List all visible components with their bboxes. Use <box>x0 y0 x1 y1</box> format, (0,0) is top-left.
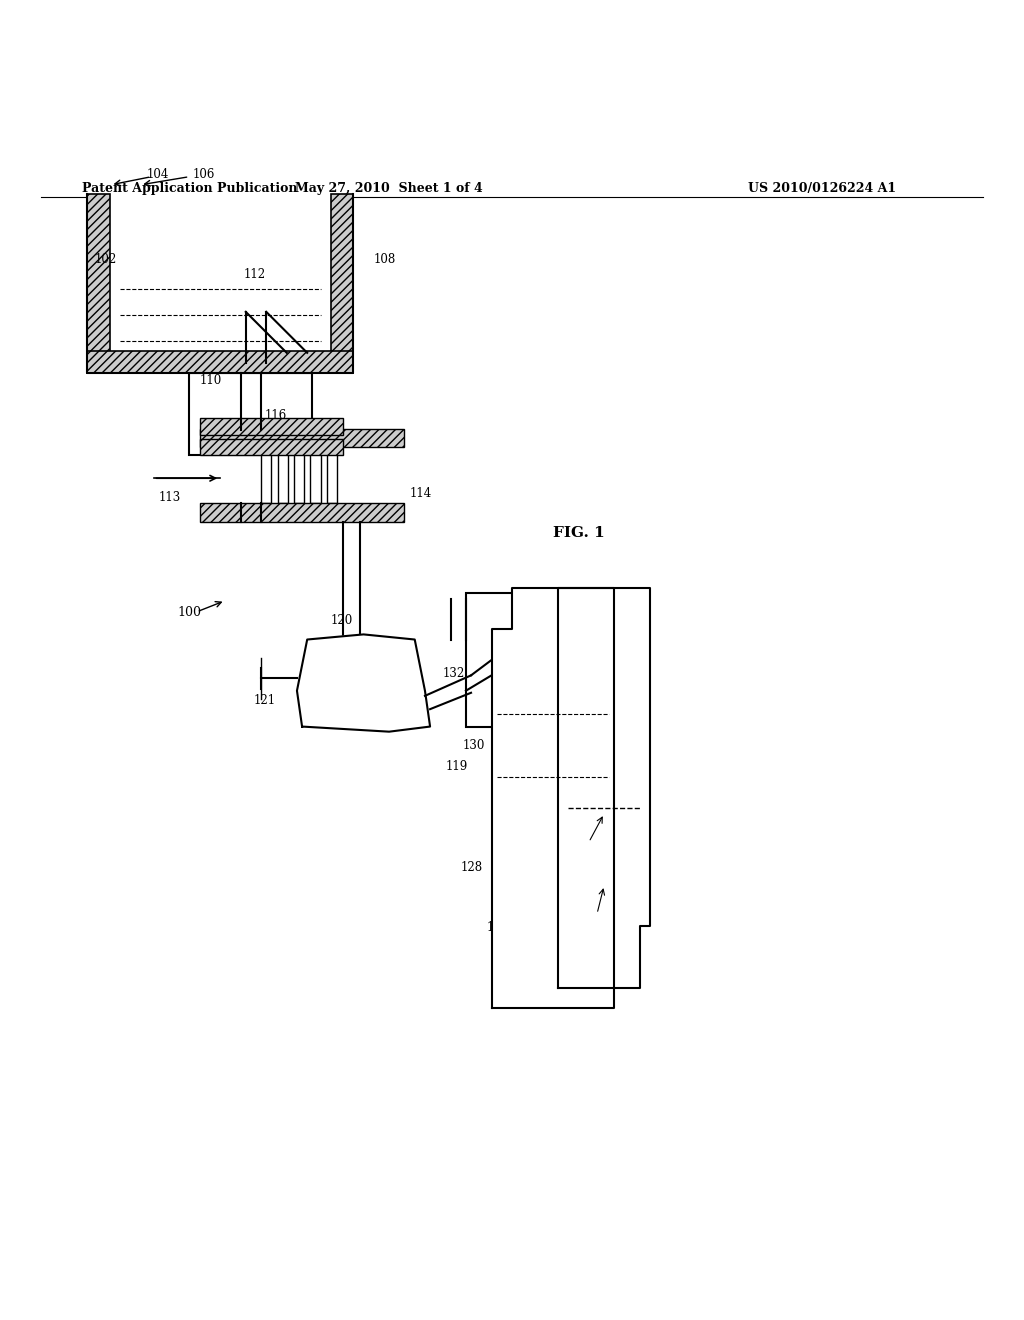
Bar <box>189 374 312 455</box>
Text: 118: 118 <box>353 705 376 717</box>
Bar <box>200 429 404 447</box>
Text: 130: 130 <box>463 739 485 752</box>
Bar <box>87 351 353 374</box>
Bar <box>278 453 288 503</box>
Text: 106: 106 <box>193 168 215 181</box>
Bar <box>466 594 522 726</box>
Bar <box>200 438 343 455</box>
Bar <box>331 194 353 374</box>
Text: FIG. 1: FIG. 1 <box>553 527 605 540</box>
Text: US 2010/0126224 A1: US 2010/0126224 A1 <box>748 182 896 195</box>
Text: 116: 116 <box>264 409 287 422</box>
Bar <box>294 453 304 503</box>
Text: 124: 124 <box>520 688 543 701</box>
Text: 128: 128 <box>461 861 483 874</box>
Bar <box>261 453 271 503</box>
Text: 112: 112 <box>244 268 266 281</box>
Bar <box>327 453 337 503</box>
Text: 114: 114 <box>410 487 432 500</box>
Text: Patent Application Publication: Patent Application Publication <box>82 182 297 195</box>
Text: 104: 104 <box>146 168 169 181</box>
Polygon shape <box>492 589 614 1008</box>
Text: 121: 121 <box>254 694 276 708</box>
Text: 134: 134 <box>587 904 609 917</box>
Text: 110: 110 <box>200 374 222 387</box>
Bar <box>110 194 331 351</box>
Text: 122: 122 <box>384 642 407 655</box>
Text: May 27, 2010  Sheet 1 of 4: May 27, 2010 Sheet 1 of 4 <box>295 182 483 195</box>
Text: 136: 136 <box>577 833 599 845</box>
Text: 126: 126 <box>486 921 509 935</box>
Polygon shape <box>558 589 650 987</box>
Bar <box>200 503 404 521</box>
Text: 119: 119 <box>445 759 468 772</box>
Text: 102: 102 <box>94 252 117 265</box>
Text: 132: 132 <box>442 668 465 680</box>
Polygon shape <box>297 635 430 731</box>
Text: 108: 108 <box>374 252 396 265</box>
Bar <box>87 194 110 374</box>
Text: 120: 120 <box>331 614 353 627</box>
Text: 113: 113 <box>159 491 181 504</box>
Bar <box>310 453 321 503</box>
Text: 100: 100 <box>177 606 201 619</box>
Bar <box>200 418 343 434</box>
